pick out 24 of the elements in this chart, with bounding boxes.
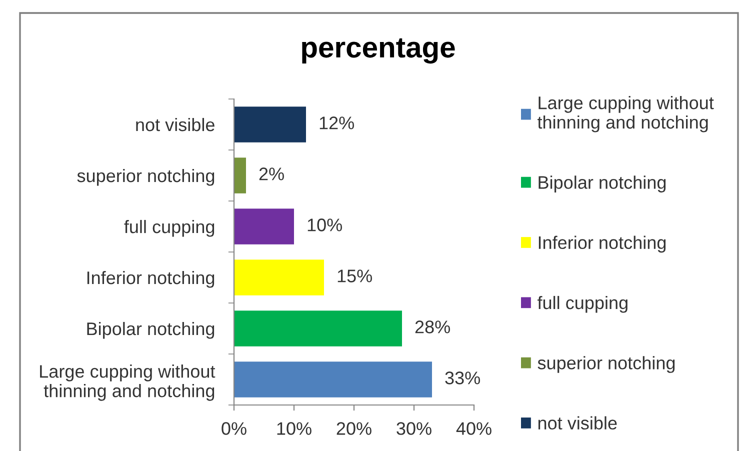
x-tick-label: 0% — [222, 422, 246, 435]
chart-title: percentage — [302, 38, 455, 64]
legend-label: not visible — [538, 416, 617, 430]
legend-label: superior notching — [538, 356, 675, 373]
y-tick-label: not visible — [136, 118, 214, 132]
legend-label: full cupping — [538, 296, 628, 313]
y-tick-label: Inferior notching — [87, 270, 214, 288]
y-tick-label: superior notching — [77, 168, 214, 186]
y-tick-label: Bipolar notching — [87, 322, 214, 339]
legend-label: Large cupping without thinning and notching — [538, 96, 714, 132]
y-tick-label: Large cupping without thinning and notching — [40, 364, 216, 401]
x-tick-label: 10% — [277, 422, 312, 435]
data-label: 28% — [415, 320, 450, 334]
x-tick-label: 30% — [396, 422, 432, 435]
legend-label: Inferior notching — [538, 236, 666, 253]
x-tick-label: 40% — [456, 422, 492, 435]
data-label: 10% — [308, 218, 342, 232]
x-tick-label: 20% — [336, 422, 372, 435]
data-label: 2% — [259, 168, 284, 180]
data-label: 33% — [445, 372, 480, 384]
data-label: 15% — [338, 270, 372, 282]
data-label: 12% — [320, 116, 354, 130]
y-tick-label: full cupping — [124, 220, 214, 237]
legend-label: Bipolar notching — [538, 176, 666, 192]
